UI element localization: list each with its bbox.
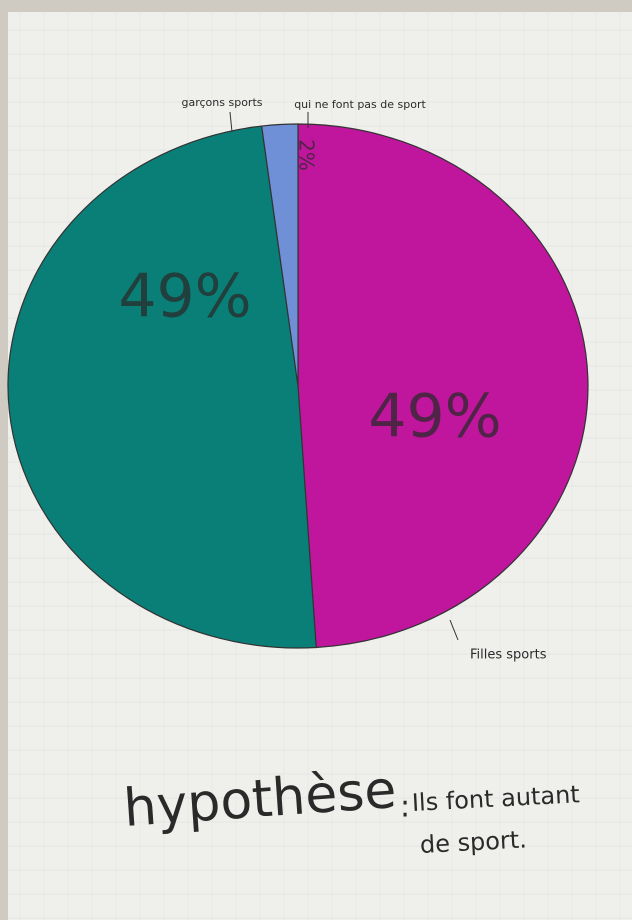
pointer <box>449 619 459 641</box>
hypothesis-text: de sport. <box>419 825 527 859</box>
value-label: 2% <box>295 139 319 171</box>
pointer <box>229 111 233 133</box>
category-label: qui ne font pas de sport <box>294 98 426 111</box>
category-label: garçons sports <box>182 96 263 109</box>
pie-slice <box>260 123 299 387</box>
separator: : <box>400 790 410 825</box>
value-label: 49% <box>118 262 251 332</box>
value-label: 49% <box>368 382 501 452</box>
pie: 49% Filles sports 49% garçons sports 2% qui n… <box>7 96 589 663</box>
pie-slice <box>297 123 589 649</box>
category-label: Filles sports <box>470 648 547 663</box>
pie-slice <box>7 125 317 649</box>
